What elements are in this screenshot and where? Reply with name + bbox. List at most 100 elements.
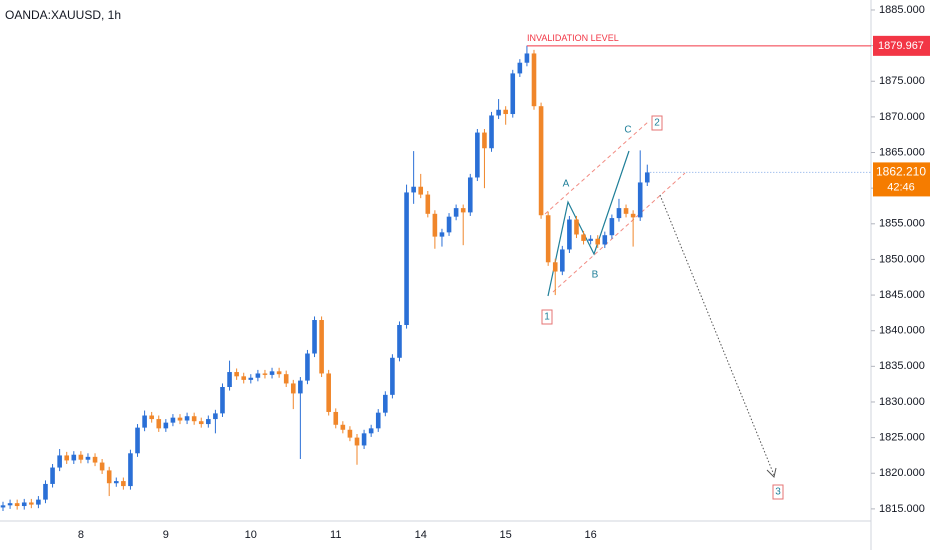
channel-lower bbox=[552, 172, 686, 293]
candle-body bbox=[206, 419, 211, 425]
candle-body bbox=[475, 132, 480, 178]
candle-body bbox=[460, 208, 466, 213]
candle-body bbox=[595, 238, 601, 245]
candle-body bbox=[128, 453, 133, 487]
x-tick-label: 15 bbox=[500, 529, 512, 541]
invalidation-label: INVALIDATION LEVEL bbox=[527, 33, 619, 43]
candle-body bbox=[581, 234, 586, 241]
candle-body bbox=[29, 502, 34, 505]
wave-label: A bbox=[563, 179, 570, 190]
candle-body bbox=[43, 483, 48, 500]
candle-body bbox=[496, 109, 501, 116]
last-price-label: 1862.210 bbox=[876, 165, 926, 179]
candle-body bbox=[227, 372, 232, 388]
candle-body bbox=[368, 428, 374, 434]
candle-body bbox=[510, 73, 516, 115]
candle-body bbox=[602, 235, 608, 245]
candle-body bbox=[71, 454, 77, 461]
candle-body bbox=[191, 416, 197, 422]
candle-body bbox=[298, 380, 303, 394]
y-tick-label: 1885.000 bbox=[879, 4, 925, 16]
candle-body bbox=[503, 109, 508, 115]
candle-body bbox=[7, 503, 13, 506]
candle-body bbox=[198, 421, 204, 425]
channel-upper bbox=[544, 121, 649, 215]
candle-body bbox=[340, 424, 346, 430]
candle-body bbox=[354, 437, 360, 446]
candle-body bbox=[184, 416, 190, 421]
candle-body bbox=[269, 371, 275, 375]
candle-body bbox=[630, 213, 636, 218]
candle-body bbox=[623, 208, 629, 214]
x-tick-label: 9 bbox=[163, 529, 169, 541]
wave-label: 2 bbox=[654, 118, 660, 129]
candle-body bbox=[0, 505, 6, 508]
y-tick-label: 1870.000 bbox=[879, 111, 925, 123]
y-tick-label: 1835.000 bbox=[879, 360, 925, 372]
candle-body bbox=[545, 215, 551, 263]
candle-body bbox=[135, 427, 140, 454]
candle-body bbox=[524, 53, 530, 63]
candle-body bbox=[85, 456, 91, 460]
candle-body bbox=[467, 177, 473, 213]
y-tick-label: 1855.000 bbox=[879, 218, 925, 230]
y-tick-label: 1845.000 bbox=[879, 289, 925, 301]
candle-body bbox=[397, 325, 402, 358]
candle-body bbox=[170, 417, 176, 423]
wave-label: C bbox=[624, 125, 631, 136]
candle-body bbox=[248, 377, 254, 380]
candle-body bbox=[312, 320, 317, 354]
candle-body bbox=[156, 419, 162, 429]
candle-body bbox=[213, 413, 218, 420]
x-tick-label: 11 bbox=[330, 529, 341, 541]
candle-body bbox=[361, 433, 367, 446]
candle-body bbox=[538, 106, 544, 216]
y-tick-label: 1815.000 bbox=[879, 503, 925, 515]
candle-body bbox=[121, 481, 126, 487]
candle-body bbox=[616, 208, 622, 219]
arrow-head bbox=[766, 467, 777, 478]
y-tick-label: 1865.000 bbox=[879, 146, 925, 158]
wave-path bbox=[547, 150, 630, 297]
candle-body bbox=[106, 470, 112, 484]
candle-body bbox=[644, 172, 650, 183]
wave-box bbox=[772, 484, 784, 500]
candle-body bbox=[574, 219, 579, 235]
candle-body bbox=[50, 467, 55, 484]
last-price-tag bbox=[873, 162, 930, 197]
candle-body bbox=[241, 376, 247, 380]
candle-body bbox=[347, 429, 353, 438]
candle-body bbox=[326, 373, 331, 412]
candle-body bbox=[425, 194, 431, 214]
candle-body bbox=[453, 208, 459, 217]
candle-body bbox=[14, 503, 20, 507]
candle-body bbox=[36, 499, 41, 505]
candle-body bbox=[531, 53, 537, 107]
y-tick-label: 1820.000 bbox=[879, 467, 925, 479]
y-tick-label: 1875.000 bbox=[879, 75, 925, 87]
candle-body bbox=[609, 218, 615, 236]
x-tick-label: 10 bbox=[245, 529, 257, 541]
candle-body bbox=[21, 502, 27, 507]
countdown: 42:46 bbox=[887, 181, 915, 193]
candle-body bbox=[163, 422, 169, 429]
candle-body bbox=[432, 213, 438, 237]
candle-body bbox=[418, 186, 424, 195]
invalidation-tag bbox=[873, 35, 930, 56]
candle-body bbox=[234, 372, 239, 377]
candle-body bbox=[276, 371, 282, 375]
wave-box bbox=[651, 115, 663, 131]
y-tick-label: 1840.000 bbox=[879, 325, 925, 337]
wave-box bbox=[541, 309, 553, 325]
y-tick-label: 1850.000 bbox=[879, 253, 925, 265]
candle-body bbox=[262, 373, 268, 375]
projection-arrow bbox=[659, 194, 775, 476]
candle-body bbox=[637, 182, 643, 218]
x-tick-label: 8 bbox=[78, 529, 84, 541]
candle-body bbox=[375, 412, 381, 429]
candle-body bbox=[446, 216, 452, 233]
candle-body bbox=[142, 415, 147, 428]
candle-body bbox=[411, 186, 416, 193]
y-tick-label: 1825.000 bbox=[879, 432, 925, 444]
candle-body bbox=[482, 132, 487, 149]
